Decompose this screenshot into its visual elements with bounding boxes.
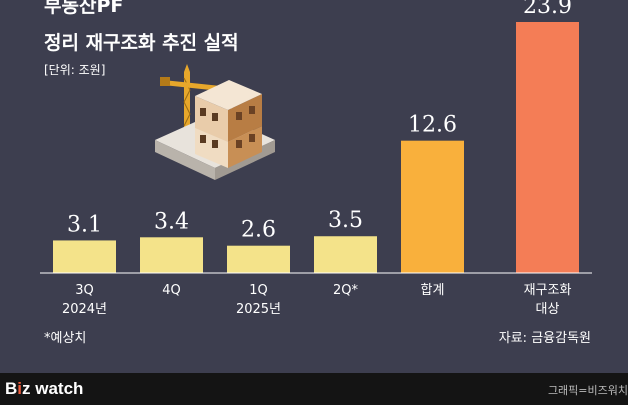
category-label-0: 3Q 2024년 — [62, 283, 107, 317]
value-label-2: 2.6 — [241, 218, 276, 243]
brand-logo: Biz watch — [5, 379, 84, 398]
value-label-0: 3.1 — [67, 212, 102, 237]
source-label: 자료: 금융감독원 — [498, 331, 591, 346]
bar-chart: 3.1 3Q 2024년 3.4 4Q 2.6 1Q 2025년 3.5 2Q* 12.6 합계 23.… — [40, 0, 592, 317]
bar-4 — [401, 140, 464, 273]
category-label-4: 합계 — [421, 283, 445, 298]
bar-5 — [516, 22, 579, 273]
footer-bar: Biz watch 그래픽=비즈워치 — [0, 373, 628, 405]
chart-supertitle: 부동산PF — [44, 0, 124, 17]
graphic-credit: 그래픽=비즈워치 — [547, 384, 628, 397]
construction-illustration-icon — [155, 64, 275, 180]
value-label-4: 12.6 — [408, 113, 457, 138]
value-label-5: 23.9 — [523, 0, 572, 19]
bar-0 — [53, 240, 116, 273]
category-label-2: 1Q 2025년 — [236, 283, 281, 317]
unit-label: [단위: 조원] — [44, 63, 106, 77]
category-label-3: 2Q* — [333, 283, 359, 298]
bar-2 — [227, 245, 290, 273]
value-label-3: 3.5 — [328, 208, 363, 233]
footnote-estimate: *예상치 — [44, 331, 87, 346]
bar-3 — [314, 236, 377, 273]
bar-1 — [140, 237, 203, 273]
value-label-1: 3.4 — [154, 209, 189, 234]
category-label-1: 4Q — [162, 283, 181, 298]
chart-title: 정리 재구조화 추진 실적 — [44, 32, 239, 54]
category-label-5: 재구조화 대상 — [524, 283, 572, 317]
